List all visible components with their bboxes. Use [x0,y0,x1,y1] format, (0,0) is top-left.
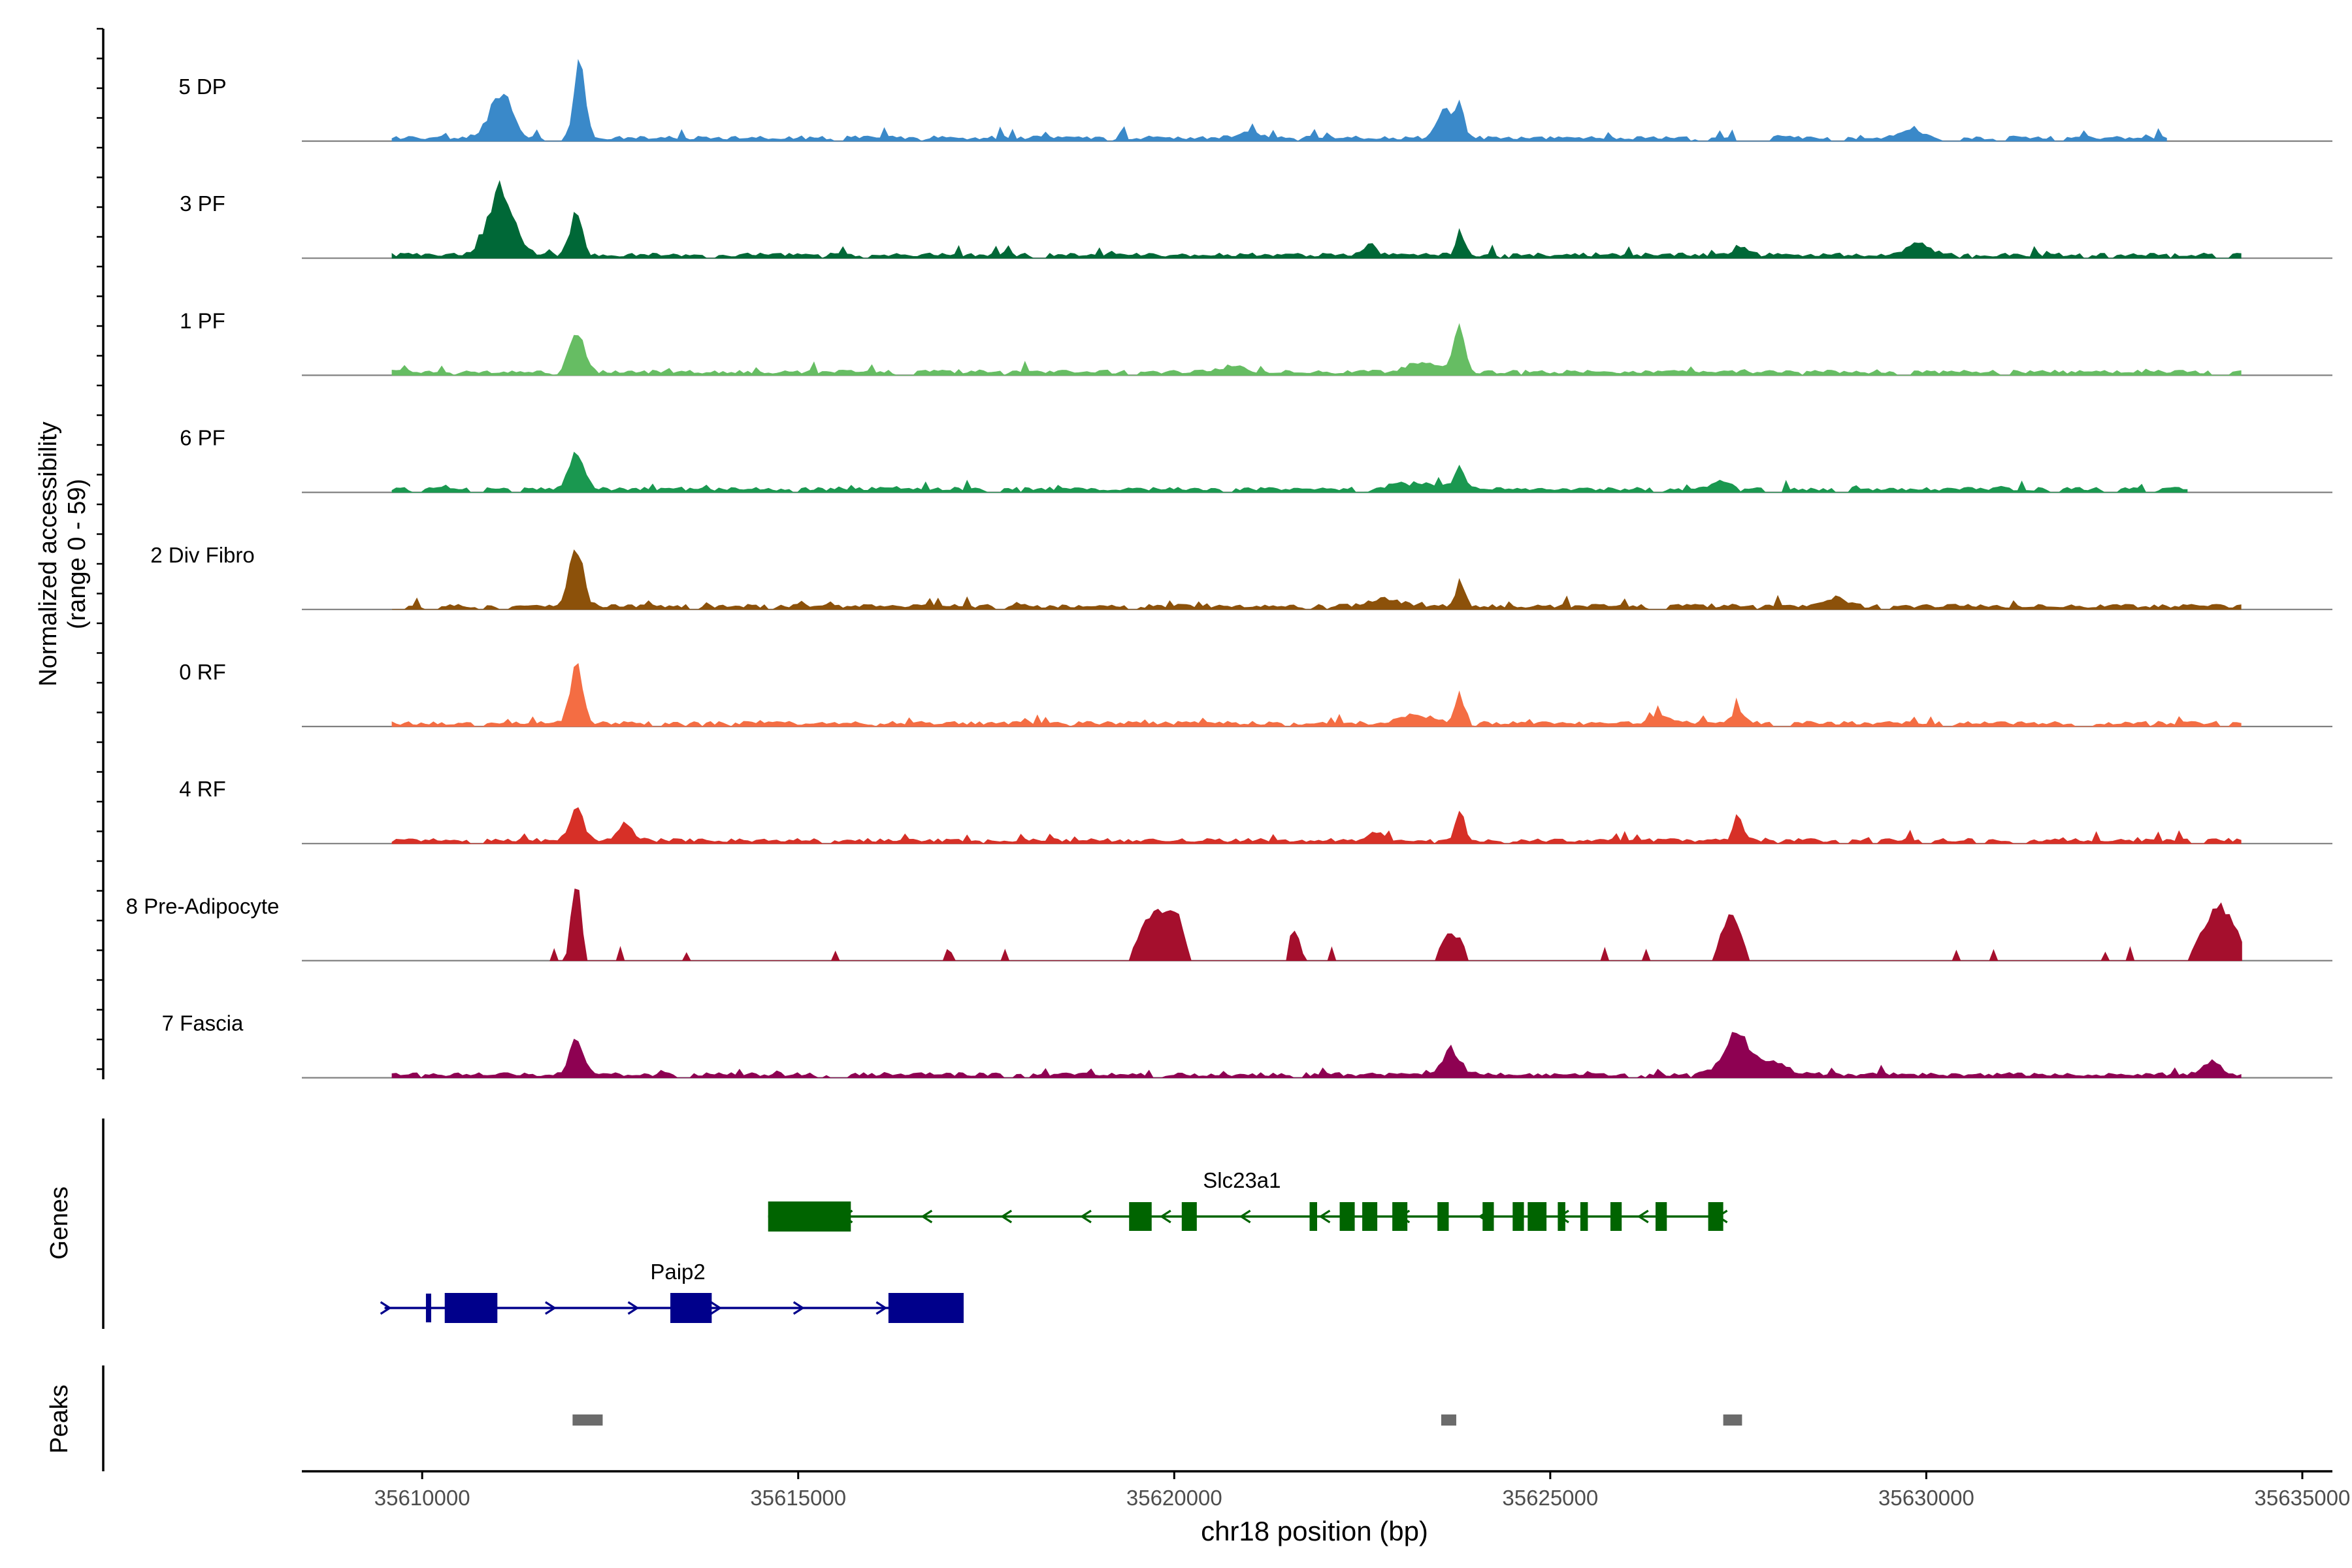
coverage-tracks: 5 DP 3 PF 1 PF 6 PF 2 Div Fibro 0 RF 4 RF 8 Pre… [126,59,2332,1079]
strand-arrow [627,1301,640,1315]
strand-arrow [1239,1209,1251,1224]
strand-arrow [380,1301,392,1315]
track-coverage-area [391,1032,2242,1079]
track-4-rf: 4 RF [179,777,2332,845]
gene-exon [670,1293,712,1323]
x-tick-label: 35615000 [750,1486,846,1510]
track-coverage-area [392,549,2242,610]
track-coverage-area [391,662,2242,727]
strand-arrow [921,1209,933,1224]
track-2-div-fibro: 2 Div Fibro [150,543,2332,610]
peak-region [1441,1414,1456,1426]
strand-arrow [1318,1209,1331,1224]
gene-exon [425,1294,431,1322]
gene-exon [1181,1202,1197,1231]
track-8-pre-adipocyte: 8 Pre-Adipocyte [126,888,2332,962]
track-label: 8 Pre-Adipocyte [126,894,280,918]
track-coverage-area [391,59,2167,142]
gene-name-label: Slc23a1 [1203,1168,1281,1192]
track-label: 3 PF [180,191,225,216]
gene-exon [1339,1202,1355,1231]
gene-exon [1392,1202,1408,1231]
gene-paip2: Paip2 [380,1260,964,1323]
gene-slc23a1: Slc23a1 [768,1168,1728,1232]
gene-exon [1656,1202,1667,1231]
coverage-y-axis [97,27,105,1079]
gene-exon [768,1201,851,1232]
track-coverage-area [549,888,2242,961]
track-7-fascia: 7 Fascia [162,1011,2332,1079]
gene-exon [1558,1202,1565,1231]
gene-exon [444,1293,498,1323]
track-coverage-area [391,451,2188,493]
track-5-dp: 5 DP [178,59,2332,142]
strand-arrow [1637,1209,1649,1224]
track-label: 0 RF [179,660,226,684]
gene-name-label: Paip2 [650,1260,705,1284]
y-axis-label: Normalized accessibility [35,421,62,686]
strand-arrow [545,1301,557,1315]
track-coverage-area [391,807,2242,844]
strand-arrow [1080,1209,1092,1224]
strand-arrow [792,1301,805,1315]
track-label: 1 PF [180,308,225,333]
peak-region [1723,1414,1742,1426]
track-0-rf: 0 RF [179,660,2332,728]
x-tick-label: 35620000 [1126,1486,1222,1510]
track-label: 6 PF [180,426,225,450]
track-coverage-area [391,180,2242,259]
gene-exon [1527,1202,1547,1231]
track-1-pf: 1 PF [180,308,2332,376]
x-tick-label: 35625000 [1502,1486,1598,1510]
gene-exon [1482,1202,1494,1231]
track-label: 2 Div Fibro [150,543,255,567]
strand-arrow [1159,1209,1171,1224]
gene-exon [1362,1202,1378,1231]
gene-exon [1309,1202,1317,1231]
x-tick-label: 35635000 [2255,1486,2351,1510]
x-tick-label: 35630000 [1878,1486,1974,1510]
track-coverage-area [391,323,2242,376]
strand-arrow [710,1301,723,1315]
x-tick-label: 35610000 [374,1486,470,1510]
genes-panel-label: Genes [46,1186,73,1260]
peak-region [572,1414,603,1426]
strand-arrow [875,1301,888,1315]
gene-exon [1129,1202,1152,1231]
track-3-pf: 3 PF [180,180,2332,259]
gene-annotations: Slc23a1 Paip2 [380,1168,1728,1323]
gene-exon [1437,1202,1449,1231]
track-label: 7 Fascia [162,1011,244,1036]
peaks-panel-label: Peaks [46,1384,73,1454]
gene-exon [1512,1202,1524,1231]
strand-arrow [1000,1209,1013,1224]
gene-exon [1610,1202,1622,1231]
x-axis-label: chr18 position (bp) [1201,1516,1428,1546]
gene-exon [888,1293,964,1323]
y-axis-range-label: (range 0 - 59) [63,479,91,629]
coverage-y-ticks [97,27,103,1070]
track-6-pf: 6 PF [180,426,2332,493]
gene-exon [1708,1202,1723,1231]
track-label: 5 DP [178,74,226,99]
track-label: 4 RF [179,777,226,801]
x-axis-ticks: 35610000 35615000 35620000 35625000 35630000… [374,1471,2351,1510]
peak-regions [572,1414,1742,1426]
gene-exon [1580,1202,1588,1231]
